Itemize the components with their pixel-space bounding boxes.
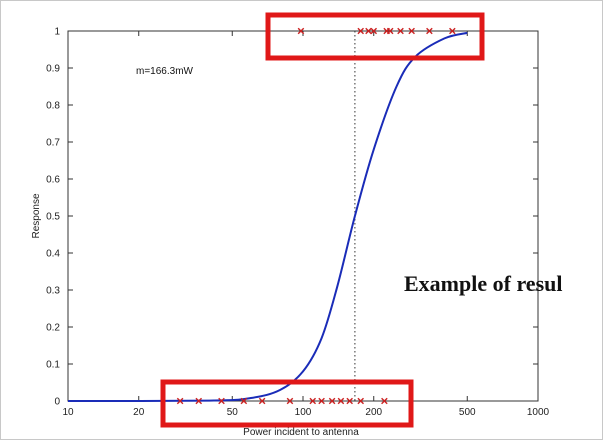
- example-result-caption: Example of resul: [404, 271, 562, 296]
- data-marker-13: [297, 27, 305, 35]
- fit-curve-line: [67, 31, 468, 402]
- data-marker-14: [357, 27, 364, 35]
- y-tick-label-6: 0.6: [46, 175, 60, 186]
- data-marker-16: [370, 27, 378, 35]
- y-tick-label-5: 0.5: [46, 212, 60, 223]
- plot-area: [67, 30, 539, 402]
- x-tick-label-0: 10: [62, 407, 74, 418]
- y-tick-label-0: 0: [54, 397, 60, 408]
- highlight-box-top: [265, 12, 485, 61]
- data-marker-7: [318, 397, 325, 405]
- axis-ticks: [67, 30, 539, 402]
- data-marker-20: [408, 27, 415, 35]
- data-marker-10: [346, 397, 353, 405]
- data-marker-12: [381, 397, 388, 405]
- data-marker-19: [397, 27, 404, 35]
- x-tick-label-2: 50: [227, 407, 239, 418]
- tick-labels: 10 20 50 100 200 500 1000 0 0.1 0.2 0.3 0.4 0.5 0.6 0.…: [46, 27, 549, 419]
- data-marker-21: [426, 27, 433, 35]
- data-marker-3: [240, 397, 248, 405]
- y-tick-label-2: 0.2: [46, 323, 60, 334]
- data-marker-1: [195, 397, 203, 405]
- y-tick-label-9: 0.9: [46, 64, 60, 75]
- data-markers: [176, 27, 456, 405]
- y-tick-label-3: 0.3: [46, 286, 60, 297]
- x-axis-title: Power incident to antenna: [243, 427, 359, 438]
- data-marker-6: [309, 397, 317, 405]
- y-tick-label-4: 0.4: [46, 249, 60, 260]
- y-tick-label-1: 0.1: [46, 360, 60, 371]
- data-marker-4: [258, 397, 266, 405]
- x-tick-label-6: 1000: [527, 407, 550, 418]
- y-axis-title: Response: [31, 193, 42, 238]
- data-marker-11: [357, 397, 364, 405]
- data-marker-18: [386, 27, 394, 35]
- x-tick-label-5: 500: [459, 407, 476, 418]
- x-tick-label-1: 20: [133, 407, 145, 418]
- data-marker-5: [286, 397, 294, 405]
- x-tick-label-4: 200: [365, 407, 382, 418]
- highlight-box-bottom: [160, 379, 414, 428]
- y-tick-label-7: 0.7: [46, 138, 60, 149]
- y-tick-label-10: 1: [54, 27, 60, 38]
- midpoint-annotation: m=166.3mW: [136, 66, 194, 77]
- x-tick-label-3: 100: [295, 407, 312, 418]
- data-marker-22: [449, 27, 456, 35]
- y-tick-label-8: 0.8: [46, 101, 60, 112]
- data-marker-9: [337, 397, 345, 405]
- data-marker-0: [176, 397, 184, 405]
- data-marker-15: [365, 27, 372, 35]
- data-marker-2: [218, 397, 225, 405]
- data-marker-8: [328, 397, 336, 405]
